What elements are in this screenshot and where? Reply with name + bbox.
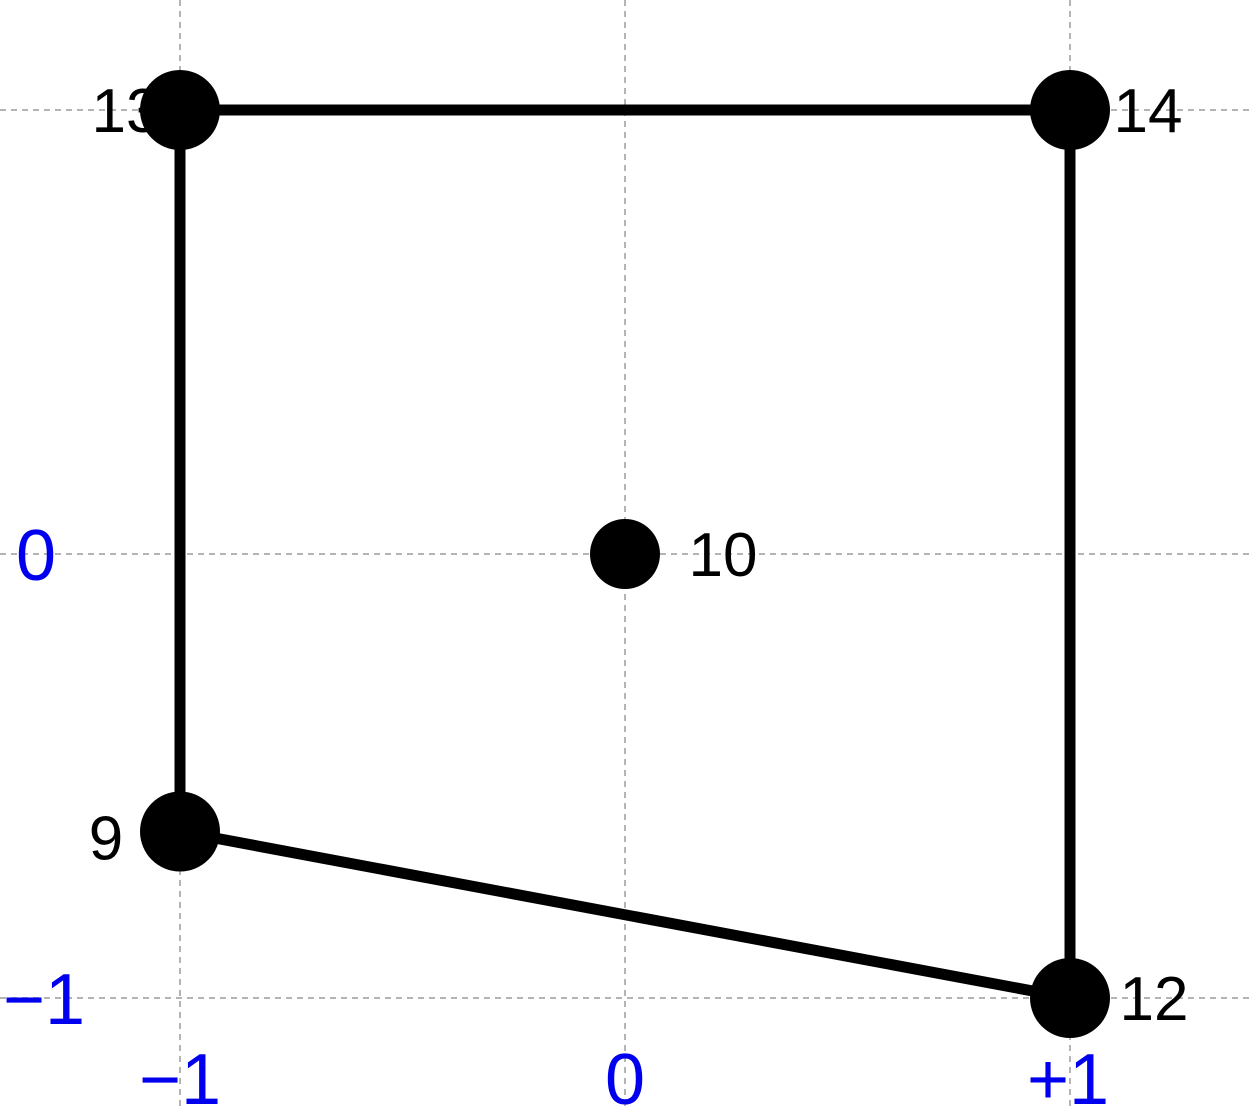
y-tick-label: 0: [16, 516, 56, 596]
node-label-9: 9: [89, 805, 123, 874]
node-label-12: 12: [1120, 965, 1189, 1034]
x-tick-label: 0: [605, 1040, 645, 1111]
element-nodes: [140, 70, 1110, 1038]
x-tick-label: +1: [1027, 1040, 1109, 1111]
node-10: [590, 519, 660, 589]
node-label-14: 14: [1114, 77, 1183, 146]
node-12: [1030, 958, 1110, 1038]
element-edges: [174, 104, 1076, 1004]
node-label-13: 13: [92, 77, 161, 146]
node-labels: 13 14 10 9 12: [89, 77, 1189, 1034]
x-tick-label: −1: [139, 1040, 221, 1111]
axis-tick-labels: −1 0 +1 0 −1: [3, 516, 1109, 1111]
y-tick-label: −1: [3, 960, 85, 1040]
node-14: [1030, 70, 1110, 150]
node-label-10: 10: [689, 521, 758, 590]
node-9: [140, 791, 220, 872]
edge-9-12: [178, 826, 1072, 1004]
node-13: [140, 70, 220, 150]
